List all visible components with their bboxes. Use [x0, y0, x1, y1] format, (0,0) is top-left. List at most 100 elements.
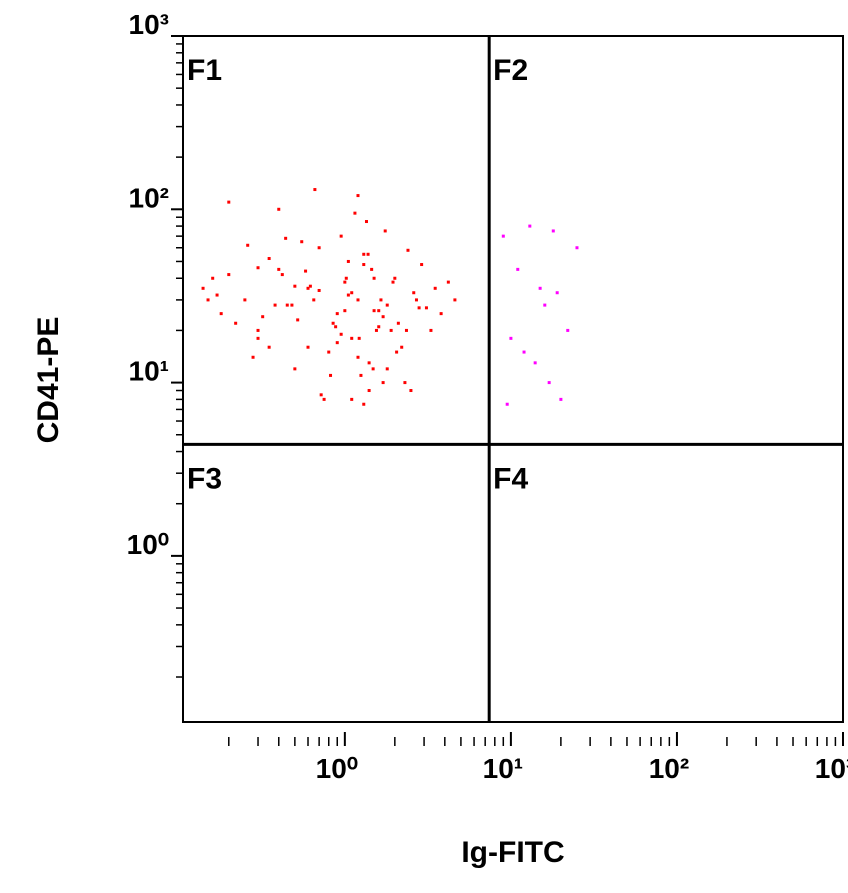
point [528, 224, 532, 228]
point [267, 257, 271, 261]
point [362, 263, 366, 267]
point [412, 291, 416, 295]
point [356, 355, 360, 359]
point [391, 280, 395, 284]
quadrant-label: F3 [187, 462, 222, 495]
plot-frame [182, 35, 844, 723]
point [353, 211, 357, 215]
point [538, 286, 542, 290]
point [396, 321, 400, 325]
quadrant-label: F4 [493, 462, 528, 495]
x-axis-title: Ig-FITC [461, 836, 564, 869]
y-tick-label: 10¹ [129, 356, 169, 387]
x-tick-label: 10² [649, 753, 689, 784]
point [555, 291, 559, 295]
point [251, 355, 255, 359]
point [522, 350, 526, 354]
point [357, 336, 361, 340]
point [219, 312, 223, 316]
point [277, 267, 281, 271]
point [206, 298, 210, 302]
point [356, 194, 360, 198]
point [293, 367, 297, 371]
point [381, 381, 385, 385]
point [308, 284, 312, 288]
point [350, 336, 354, 340]
point [389, 328, 393, 332]
point [385, 303, 389, 307]
point [290, 303, 294, 307]
quadrant-label: F1 [187, 54, 222, 87]
point [367, 361, 371, 365]
point [446, 280, 450, 284]
point [273, 303, 277, 307]
point [322, 397, 326, 401]
x-tick-label: 10⁰ [316, 753, 358, 784]
point [393, 276, 397, 280]
point [403, 381, 407, 385]
point [356, 298, 360, 302]
y-tick-label: 10³ [129, 9, 169, 40]
point [339, 332, 343, 336]
point [505, 402, 509, 406]
quadrant-label: F2 [493, 54, 528, 87]
point [312, 298, 316, 302]
point [377, 325, 381, 329]
point [374, 328, 378, 332]
point [516, 267, 520, 271]
point [201, 286, 205, 290]
point [547, 381, 551, 385]
x-tick-label: 10³ [815, 753, 848, 784]
point [243, 298, 247, 302]
y-tick-label: 10² [129, 182, 169, 213]
point [350, 397, 354, 401]
point [509, 336, 513, 340]
point [331, 321, 335, 325]
point [343, 309, 347, 313]
point [280, 273, 284, 277]
point [372, 276, 376, 280]
point [371, 367, 375, 371]
point [335, 341, 339, 345]
point [300, 240, 304, 244]
point [377, 309, 381, 313]
point [306, 286, 310, 290]
point [334, 325, 338, 329]
point [417, 306, 421, 310]
point [246, 243, 250, 247]
point [409, 389, 413, 393]
point [285, 303, 289, 307]
point [433, 286, 437, 290]
point [575, 246, 579, 250]
point [261, 315, 265, 319]
point [335, 312, 339, 316]
point [364, 220, 368, 224]
point [551, 229, 555, 233]
point [215, 293, 219, 297]
point [346, 259, 350, 263]
point [559, 397, 563, 401]
point [381, 315, 385, 319]
point [414, 298, 418, 302]
point [395, 350, 399, 354]
point [211, 276, 215, 280]
point [359, 373, 363, 377]
point [372, 309, 376, 313]
point [343, 280, 347, 284]
point [383, 229, 387, 233]
point [296, 318, 300, 322]
point [367, 389, 371, 393]
y-axis-title: CD41-PE [32, 317, 65, 444]
point [362, 402, 366, 406]
point [327, 350, 331, 354]
point [379, 298, 383, 302]
point [566, 328, 570, 332]
point [284, 236, 288, 240]
point [234, 321, 238, 325]
point [439, 312, 443, 316]
point [319, 393, 323, 397]
point [227, 273, 231, 277]
point [370, 267, 374, 271]
point [293, 284, 297, 288]
